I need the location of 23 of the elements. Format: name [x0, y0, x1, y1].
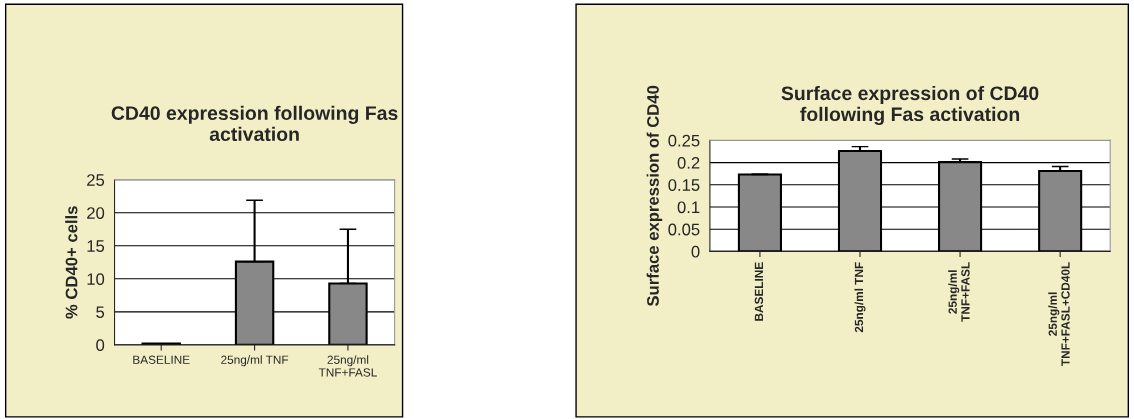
y-axis-title: Surface expression of CD40	[646, 85, 663, 307]
chart-title: CD40 expression following Fas activation	[111, 105, 398, 142]
x-tick-label: 25ng/ml TNF+FASL	[318, 355, 377, 377]
chart-title: Surface expression of CD40 following Fas activation	[781, 85, 1039, 126]
y-tick-label: 10	[87, 273, 105, 286]
y-tick-label: 0.05	[668, 223, 700, 236]
x-tick-label: 25ng/ml TNF	[854, 262, 866, 333]
y-tick-label: 0.2	[677, 156, 700, 169]
x-tick-label: 25ng/ml TNF	[221, 355, 289, 367]
x-tick-label: 25ng/ml TNF+FASL	[948, 262, 970, 322]
x-tick-label: BASELINE	[133, 355, 190, 364]
y-tick-label: 15	[87, 240, 105, 252]
y-axis-title: % CD40+ cells	[65, 206, 78, 319]
x-tick-label: BASELINE	[754, 262, 764, 321]
y-tick-label: 0	[691, 245, 700, 258]
y-tick-label: 0.15	[668, 179, 700, 191]
y-tick-label: 0.1	[677, 201, 700, 214]
y-tick-label: 0.25	[668, 134, 700, 147]
y-tick-label: 25	[87, 174, 105, 186]
x-tick-label: 25ng/ml TNF+FASL+CD40L	[1048, 262, 1070, 366]
y-tick-label: 20	[87, 207, 105, 219]
y-tick-label: 5	[96, 306, 105, 319]
y-tick-label: 0	[96, 339, 105, 352]
